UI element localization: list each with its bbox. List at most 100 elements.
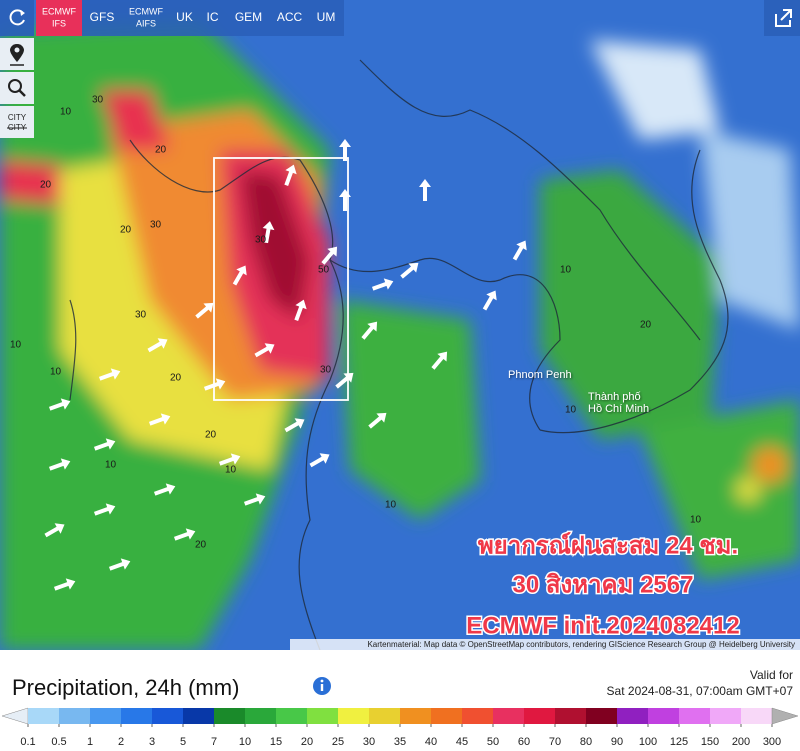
info-dot	[320, 679, 324, 683]
refresh-arrow	[20, 10, 25, 16]
wind-arrow	[431, 351, 448, 370]
model-button[interactable]: ECMWF AIFS	[122, 0, 170, 36]
info-stem	[320, 684, 324, 691]
scale-cell	[28, 708, 60, 724]
scale-cell	[679, 708, 711, 724]
wind-arrow	[44, 523, 65, 538]
forecast-overlay: พยากรณ์ฝนสะสม 24 ชม. 30 สิงหาคม 2567 ECMWF…	[465, 530, 741, 641]
contour-label: 20	[120, 225, 132, 236]
zoom-icon	[8, 79, 22, 93]
wind-arrow	[232, 265, 247, 286]
zoom-button[interactable]	[0, 72, 34, 104]
refresh-button[interactable]	[0, 0, 34, 36]
overlay-text: 30 สิงหาคม 2567	[513, 571, 694, 598]
scale-label: 50	[487, 736, 499, 748]
contour-label: 20	[170, 373, 182, 384]
scale-cell	[741, 708, 773, 724]
legend-panel: Precipitation, 24h (mm) Valid for Sat 20…	[0, 650, 800, 751]
map[interactable]: 30 10 20 20 30 20 30 50 30 30 20 10 20 10 10 10 20 10 10 20…	[0, 0, 800, 651]
model-button[interactable]: UK	[171, 0, 198, 36]
attribution-bg	[290, 639, 800, 650]
attribution: Kartenmaterial: Map data © OpenStreetMap…	[367, 640, 795, 649]
borders	[69, 59, 729, 651]
scale-cell	[462, 708, 494, 724]
contour-label: 10	[105, 460, 117, 471]
model-button[interactable]: GEM	[227, 0, 270, 36]
scale-arrow	[771, 707, 799, 725]
scale-label: 45	[456, 736, 468, 748]
wind-arrow	[173, 528, 196, 541]
scale-label: 35	[394, 736, 406, 748]
wind-arrow	[53, 578, 76, 591]
contour-label: 30	[150, 220, 162, 231]
scale-label: 125	[670, 736, 688, 748]
contour-label: 10	[10, 340, 22, 351]
contour-label: 50	[318, 265, 330, 276]
scale-label: 15	[270, 736, 282, 748]
model-label: AIFS	[136, 18, 156, 28]
locate-dot	[14, 47, 20, 53]
scale-cell	[152, 708, 184, 724]
model-label: ACC	[277, 10, 303, 24]
scale-cell	[121, 708, 153, 724]
model-button[interactable]: ACC	[271, 0, 308, 36]
contour-label: 20	[155, 145, 167, 156]
scale-cell	[524, 708, 556, 724]
model-label: GEM	[235, 10, 262, 24]
wind-arrow	[361, 321, 378, 340]
contour-label: 10	[565, 405, 577, 416]
wind-arrows	[44, 139, 527, 591]
wind-arrow	[148, 413, 171, 426]
precip-field	[0, 20, 800, 650]
scale-cell	[90, 708, 122, 724]
contour-label: 30	[255, 235, 267, 246]
scale-label: 150	[701, 736, 719, 748]
model-button[interactable]: IC	[199, 0, 226, 36]
wind-arrow	[98, 368, 121, 381]
wind-arrow	[262, 221, 275, 244]
scale-cell	[307, 708, 339, 724]
scale-label: 20	[301, 736, 313, 748]
toolbar-bg	[36, 0, 344, 36]
wind-arrow	[419, 179, 431, 201]
wind-arrow	[108, 558, 131, 571]
city-label: CITY	[8, 113, 27, 122]
contour-label: 20	[40, 180, 52, 191]
zoom-handle	[18, 89, 26, 97]
wind-arrow	[368, 412, 387, 429]
scale-label: 100	[639, 736, 657, 748]
place-label: Thành phố	[588, 391, 641, 403]
wind-arrow	[482, 290, 497, 311]
wind-arrow	[147, 338, 168, 353]
model-button[interactable]: ECMWF IFS	[36, 0, 82, 36]
model-button[interactable]: GFS	[83, 0, 121, 36]
scale-cell	[555, 708, 587, 724]
wind-arrow	[400, 262, 419, 279]
model-label: GFS	[90, 10, 115, 24]
city-button[interactable]	[0, 106, 34, 138]
refresh-icon	[9, 9, 25, 26]
model-button-bg	[36, 0, 82, 36]
wind-arrow	[195, 302, 214, 319]
scale-label: 30	[363, 736, 375, 748]
scale-cell	[214, 708, 246, 724]
color-scale: 0.1 0.5 1 2 3 5 7 10 15 20 25 30 35 40 45 50 60 70 80 90 100…	[1, 707, 799, 748]
contour-label: 20	[640, 320, 652, 331]
scale-cell	[431, 708, 463, 724]
contour-labels: 30 10 20 20 30 20 30 50 30 30 20 10 20 10 10 10 20 10 10 20…	[10, 95, 702, 551]
contour-label: 20	[205, 430, 217, 441]
model-button[interactable]: UM	[309, 0, 343, 36]
scale-cell	[245, 708, 277, 724]
scale-label: 80	[580, 736, 592, 748]
wind-arrow	[48, 398, 71, 411]
model-label: UM	[317, 10, 336, 24]
wind-arrow	[218, 453, 241, 466]
model-label: IC	[207, 10, 219, 24]
city-label: CITY	[8, 123, 27, 132]
model-label: ECMWF	[129, 6, 163, 16]
share-button[interactable]	[764, 0, 800, 36]
contour-label: 30	[135, 310, 147, 321]
